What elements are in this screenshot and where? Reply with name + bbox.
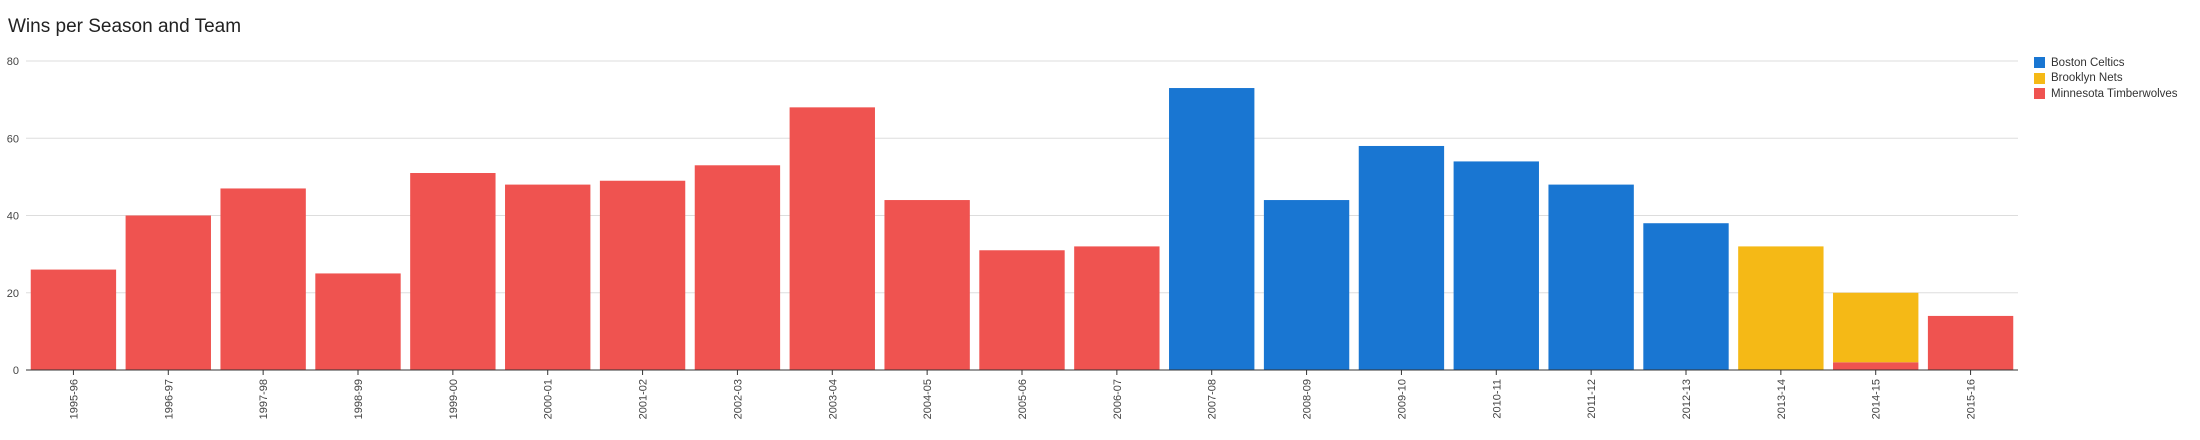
bar	[789, 107, 875, 370]
x-tick-label: 2006-07	[1112, 379, 1124, 419]
legend-item: Boston Celtics	[2034, 55, 2178, 71]
bar	[505, 184, 591, 370]
bar	[315, 273, 401, 370]
y-tick-label: 80	[7, 56, 19, 68]
x-tick-label: 2002-03	[732, 379, 744, 419]
x-tick-label: 2011-12	[1586, 379, 1598, 419]
bar	[1074, 246, 1160, 370]
bar	[30, 269, 117, 370]
x-tick-label: 2010-11	[1491, 379, 1503, 419]
x-tick-label: 2009-10	[1396, 379, 1408, 419]
legend-swatch	[2034, 72, 2045, 84]
legend-item: Brooklyn Nets	[2034, 71, 2178, 87]
x-tick-label: 2001-02	[638, 379, 650, 419]
legend-label: Minnesota Timberwolves	[2051, 87, 2178, 100]
x-tick-label: 1997-98	[258, 379, 270, 419]
y-tick-label: 60	[7, 133, 19, 145]
chart-title: Wins per Season and Team	[8, 16, 242, 37]
bar	[1548, 184, 1634, 370]
bar	[1738, 246, 1824, 370]
bar	[694, 165, 781, 370]
bar	[410, 173, 496, 370]
x-tick-label: 2005-06	[1017, 379, 1029, 419]
y-tick-label: 40	[7, 211, 19, 223]
bar	[884, 200, 970, 370]
x-tick-label: 2013-14	[1776, 379, 1788, 419]
legend-item: Minnesota Timberwolves	[2034, 86, 2178, 102]
y-tick-label: 20	[7, 288, 19, 300]
x-tick-label: 2015-16	[1966, 379, 1978, 419]
x-tick-label: 2012-13	[1681, 379, 1693, 419]
x-tick-label: 1999-00	[448, 379, 460, 419]
legend-label: Brooklyn Nets	[2051, 72, 2123, 85]
bar	[125, 215, 211, 370]
bar	[979, 250, 1065, 370]
bar	[1833, 362, 1919, 370]
bar	[1643, 223, 1729, 370]
bar	[1263, 200, 1350, 370]
bar	[1833, 292, 1919, 363]
bar	[220, 188, 306, 370]
legend: Boston Celtics Brooklyn Nets Minnesota Tim…	[2034, 55, 2178, 102]
x-tick-label: 1995-96	[68, 379, 80, 419]
bar	[1169, 88, 1255, 370]
legend-label: Boston Celtics	[2051, 56, 2125, 69]
x-tick-label: 2000-01	[543, 379, 555, 419]
x-tick-label: 1996-97	[163, 379, 175, 419]
bar	[1453, 161, 1539, 370]
legend-swatch	[2034, 57, 2045, 69]
legend-swatch	[2034, 88, 2045, 100]
bar	[1927, 315, 2014, 370]
x-tick-label: 2007-08	[1207, 379, 1219, 419]
x-tick-label: 2004-05	[922, 379, 934, 419]
x-tick-label: 2008-09	[1302, 379, 1314, 419]
x-tick-label: 2014-15	[1871, 379, 1883, 419]
bar	[1358, 145, 1445, 370]
x-tick-label: 2003-04	[827, 379, 839, 419]
y-tick-label: 0	[13, 365, 19, 377]
x-tick-label: 1998-99	[353, 379, 365, 419]
bar	[599, 180, 686, 370]
